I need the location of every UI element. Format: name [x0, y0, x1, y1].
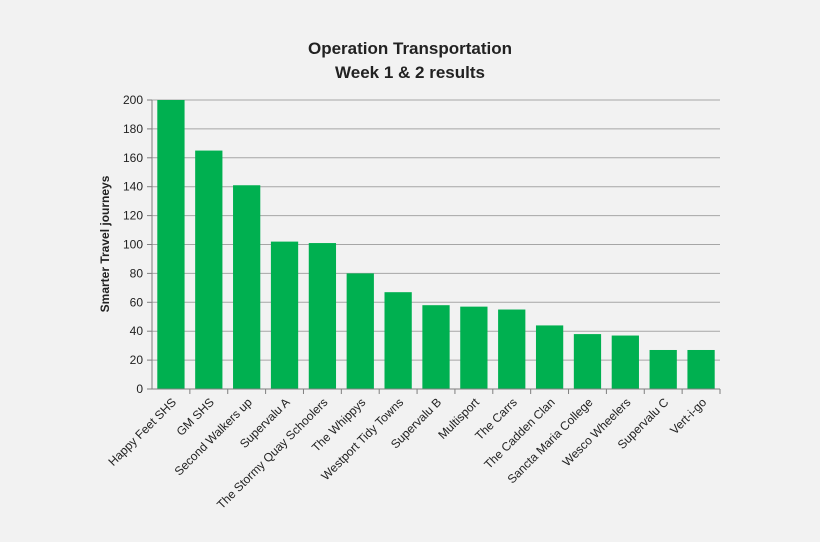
y-tick-label: 40	[130, 324, 144, 338]
y-tick-label: 20	[130, 353, 144, 367]
bar	[687, 349, 715, 389]
bar	[308, 243, 337, 389]
bar	[498, 309, 526, 389]
y-axis-ticks: 0 20 40 60 80 100 120 140 160 180 200	[123, 93, 152, 396]
bars	[157, 100, 715, 389]
bar	[460, 306, 488, 389]
bar	[195, 150, 223, 389]
y-tick-label: 60	[130, 295, 144, 309]
bar	[573, 334, 602, 389]
bar	[535, 325, 564, 389]
bar	[611, 335, 639, 389]
bar	[422, 305, 450, 389]
x-category-label: Wesco Wheelers	[560, 395, 634, 469]
y-tick-label: 120	[123, 209, 143, 223]
bar	[157, 100, 185, 389]
bar	[649, 349, 677, 389]
chart-title-line-1: Operation Transportation	[308, 39, 512, 58]
bar	[270, 241, 299, 389]
chart-title-line-2: Week 1 & 2 results	[335, 63, 485, 82]
bar	[346, 273, 374, 389]
y-tick-label: 100	[123, 238, 143, 252]
y-tick-label: 200	[123, 93, 143, 107]
y-tick-label: 180	[123, 122, 143, 136]
x-category-label: Happy Feet SHS	[105, 395, 179, 469]
bar	[384, 292, 412, 389]
y-axis-label: Smarter Travel journeys	[98, 175, 112, 312]
y-tick-label: 80	[130, 266, 144, 280]
bar	[233, 185, 261, 389]
x-category-label: Vert-i-go	[667, 395, 709, 437]
y-tick-label: 0	[136, 382, 143, 396]
y-tick-label: 160	[123, 151, 143, 165]
y-tick-label: 140	[123, 180, 143, 194]
